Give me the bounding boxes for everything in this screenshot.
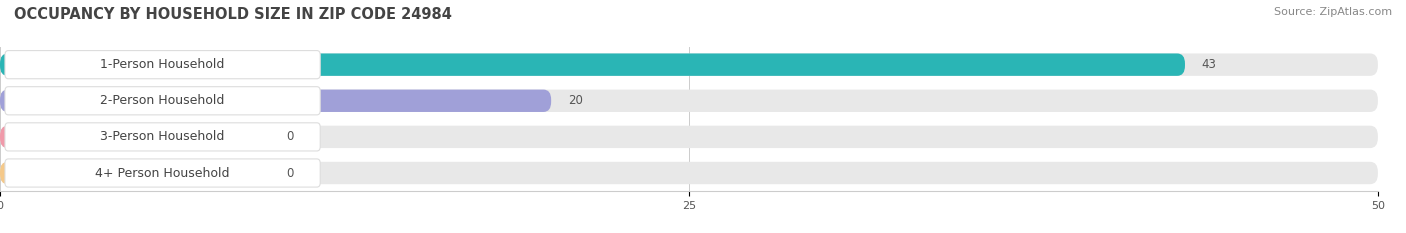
- FancyBboxPatch shape: [0, 126, 270, 148]
- FancyBboxPatch shape: [6, 51, 321, 79]
- FancyBboxPatch shape: [6, 87, 321, 115]
- FancyBboxPatch shape: [0, 89, 1378, 112]
- FancyBboxPatch shape: [0, 162, 270, 184]
- Text: 20: 20: [568, 94, 582, 107]
- Text: 3-Person Household: 3-Person Household: [100, 130, 225, 143]
- FancyBboxPatch shape: [0, 126, 1378, 148]
- Text: OCCUPANCY BY HOUSEHOLD SIZE IN ZIP CODE 24984: OCCUPANCY BY HOUSEHOLD SIZE IN ZIP CODE …: [14, 7, 451, 22]
- FancyBboxPatch shape: [0, 89, 551, 112]
- Text: Source: ZipAtlas.com: Source: ZipAtlas.com: [1274, 7, 1392, 17]
- Text: 43: 43: [1202, 58, 1216, 71]
- Text: 2-Person Household: 2-Person Household: [100, 94, 225, 107]
- FancyBboxPatch shape: [6, 123, 321, 151]
- Text: 0: 0: [285, 130, 294, 143]
- FancyBboxPatch shape: [6, 159, 321, 187]
- Text: 4+ Person Household: 4+ Person Household: [96, 167, 229, 179]
- Text: 1-Person Household: 1-Person Household: [100, 58, 225, 71]
- Text: 0: 0: [285, 167, 294, 179]
- FancyBboxPatch shape: [0, 53, 1378, 76]
- FancyBboxPatch shape: [0, 162, 1378, 184]
- FancyBboxPatch shape: [0, 53, 1185, 76]
